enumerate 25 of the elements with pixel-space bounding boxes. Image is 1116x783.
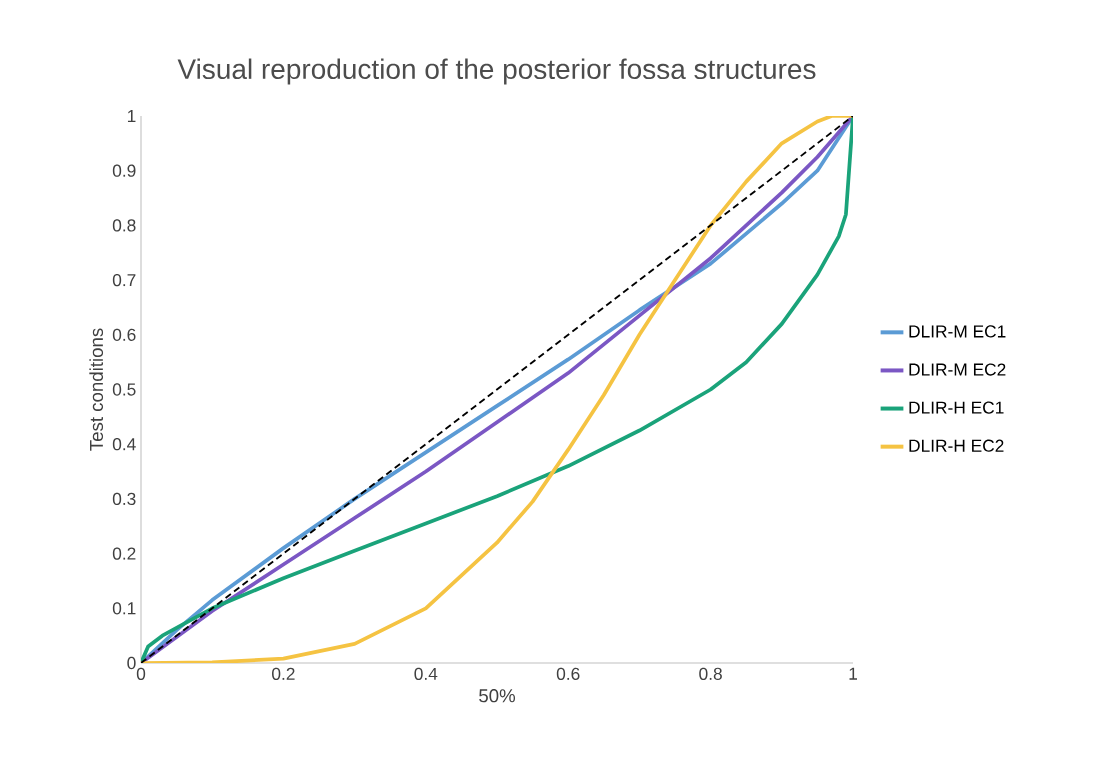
x-tick-label: 1 — [849, 667, 857, 680]
legend-label: DLIR-H EC1 — [909, 401, 1004, 414]
legend-label: DLIR-H EC2 — [909, 439, 1004, 452]
y-tick-label: 0.3 — [112, 492, 136, 506]
y-tick-label: 1 — [127, 110, 136, 122]
y-tick-label: 0.8 — [112, 219, 136, 232]
y-tick-label: 0.7 — [112, 273, 136, 287]
y-tick-label: 0.5 — [112, 383, 136, 396]
legend-label: DLIR-M EC1 — [909, 325, 1006, 338]
x-tick-label: 0 — [136, 667, 146, 680]
x-tick-label: 0.8 — [699, 667, 722, 680]
x-tick-label: 0.4 — [414, 667, 438, 680]
x-axis-title: 50% — [479, 689, 516, 703]
y-tick-label: 0.6 — [112, 328, 136, 341]
y-axis-title: Test conditions — [89, 328, 104, 451]
x-tick-label: 0.6 — [556, 667, 580, 680]
y-tick-label: 0.9 — [112, 164, 136, 177]
y-tick-label: 0 — [127, 656, 136, 670]
legend-label: DLIR-M EC2 — [909, 363, 1006, 376]
line-series — [141, 116, 854, 663]
y-tick-label: 0.4 — [112, 438, 136, 451]
x-tick-label: 0.2 — [272, 667, 295, 680]
y-tick-label: 0.1 — [112, 602, 136, 615]
chart-title: Visual reproduction of the posterior fossa structures — [177, 58, 816, 85]
y-tick-label: 0.2 — [112, 547, 136, 560]
